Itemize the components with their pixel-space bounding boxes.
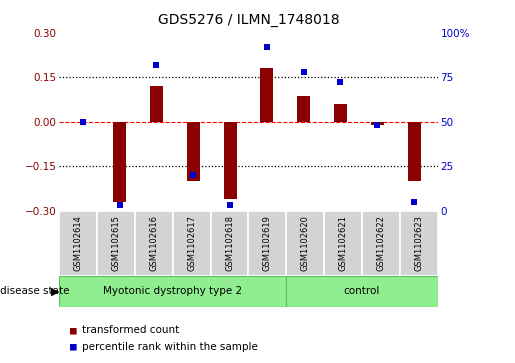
Text: disease state: disease state xyxy=(0,286,70,296)
Bar xyxy=(362,211,400,276)
Point xyxy=(226,202,234,208)
Bar xyxy=(297,97,310,122)
Bar xyxy=(261,68,273,122)
Bar xyxy=(59,276,286,307)
Bar xyxy=(135,211,173,276)
Text: ■: ■ xyxy=(70,325,83,335)
Text: GSM1102614: GSM1102614 xyxy=(74,215,82,271)
Point xyxy=(152,62,161,68)
Text: GSM1102621: GSM1102621 xyxy=(339,215,348,271)
Text: GSM1102615: GSM1102615 xyxy=(112,215,121,271)
Bar xyxy=(173,211,211,276)
Text: transformed count: transformed count xyxy=(82,325,180,335)
Text: GSM1102619: GSM1102619 xyxy=(263,215,272,271)
Point xyxy=(300,69,308,75)
Bar xyxy=(408,122,421,181)
Point xyxy=(373,122,382,128)
Point xyxy=(410,199,418,205)
Bar xyxy=(187,122,200,181)
Bar xyxy=(150,86,163,122)
Text: Myotonic dystrophy type 2: Myotonic dystrophy type 2 xyxy=(103,286,243,296)
Bar xyxy=(97,211,135,276)
Text: ■: ■ xyxy=(70,342,83,352)
Bar xyxy=(113,122,126,202)
Text: GSM1102618: GSM1102618 xyxy=(225,215,234,271)
Text: ▶: ▶ xyxy=(50,286,59,296)
Point xyxy=(336,79,345,85)
Point xyxy=(115,202,124,208)
Bar xyxy=(224,122,236,199)
Text: GDS5276 / ILMN_1748018: GDS5276 / ILMN_1748018 xyxy=(158,13,339,27)
Bar xyxy=(400,211,438,276)
Bar xyxy=(248,211,286,276)
Bar xyxy=(211,211,248,276)
Bar xyxy=(371,122,384,125)
Point xyxy=(189,172,197,178)
Text: GSM1102622: GSM1102622 xyxy=(376,215,385,271)
Text: percentile rank within the sample: percentile rank within the sample xyxy=(82,342,259,352)
Bar xyxy=(286,211,324,276)
Text: GSM1102623: GSM1102623 xyxy=(415,215,423,271)
Point xyxy=(79,119,87,125)
Bar xyxy=(324,211,362,276)
Text: GSM1102616: GSM1102616 xyxy=(149,215,158,271)
Text: GSM1102620: GSM1102620 xyxy=(301,215,310,271)
Point xyxy=(263,44,271,50)
Text: control: control xyxy=(344,286,380,296)
Bar xyxy=(286,276,438,307)
Bar xyxy=(334,104,347,122)
Bar xyxy=(59,211,97,276)
Text: GSM1102617: GSM1102617 xyxy=(187,215,196,271)
